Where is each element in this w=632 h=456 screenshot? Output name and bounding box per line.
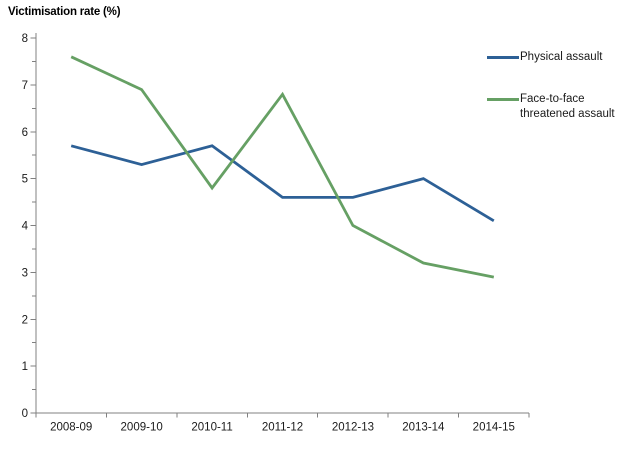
legend-label: Physical assault xyxy=(520,51,603,63)
legend-swatch xyxy=(487,98,519,101)
y-tick-label: 0 xyxy=(22,408,28,420)
chart-legend: Physical assault Face-to-face threatened a… xyxy=(487,50,615,122)
legend-item-physical-assault: Physical assault xyxy=(487,50,615,65)
x-tick-label: 2012-13 xyxy=(332,422,374,434)
x-tick-label: 2010-11 xyxy=(191,422,232,434)
y-tick-label: 4 xyxy=(22,221,29,233)
y-tick-label: 2 xyxy=(22,314,28,326)
legend-swatch xyxy=(487,56,519,59)
legend-label: Face-to-face threatened assault xyxy=(520,93,615,120)
y-tick-label: 5 xyxy=(22,174,28,186)
x-tick-label: 2014-15 xyxy=(473,422,515,434)
legend-item-face-to-face-threatened-assault: Face-to-face threatened assault xyxy=(487,92,615,122)
y-tick-label: 7 xyxy=(22,80,28,92)
x-tick-label: 2011-12 xyxy=(262,422,303,434)
x-tick-label: 2008-09 xyxy=(50,422,92,434)
y-tick-label: 6 xyxy=(22,127,28,139)
x-tick-label: 2013-14 xyxy=(402,422,445,434)
y-tick-label: 8 xyxy=(22,33,28,45)
series-line-face-to-face-threatened-assault xyxy=(70,55,495,279)
x-tick-label: 2009-10 xyxy=(121,422,163,434)
y-tick-label: 3 xyxy=(22,267,28,279)
y-tick-label: 1 xyxy=(22,361,28,373)
chart-title: Victimisation rate (%) xyxy=(8,6,121,18)
series-line-physical-assault xyxy=(70,144,495,223)
